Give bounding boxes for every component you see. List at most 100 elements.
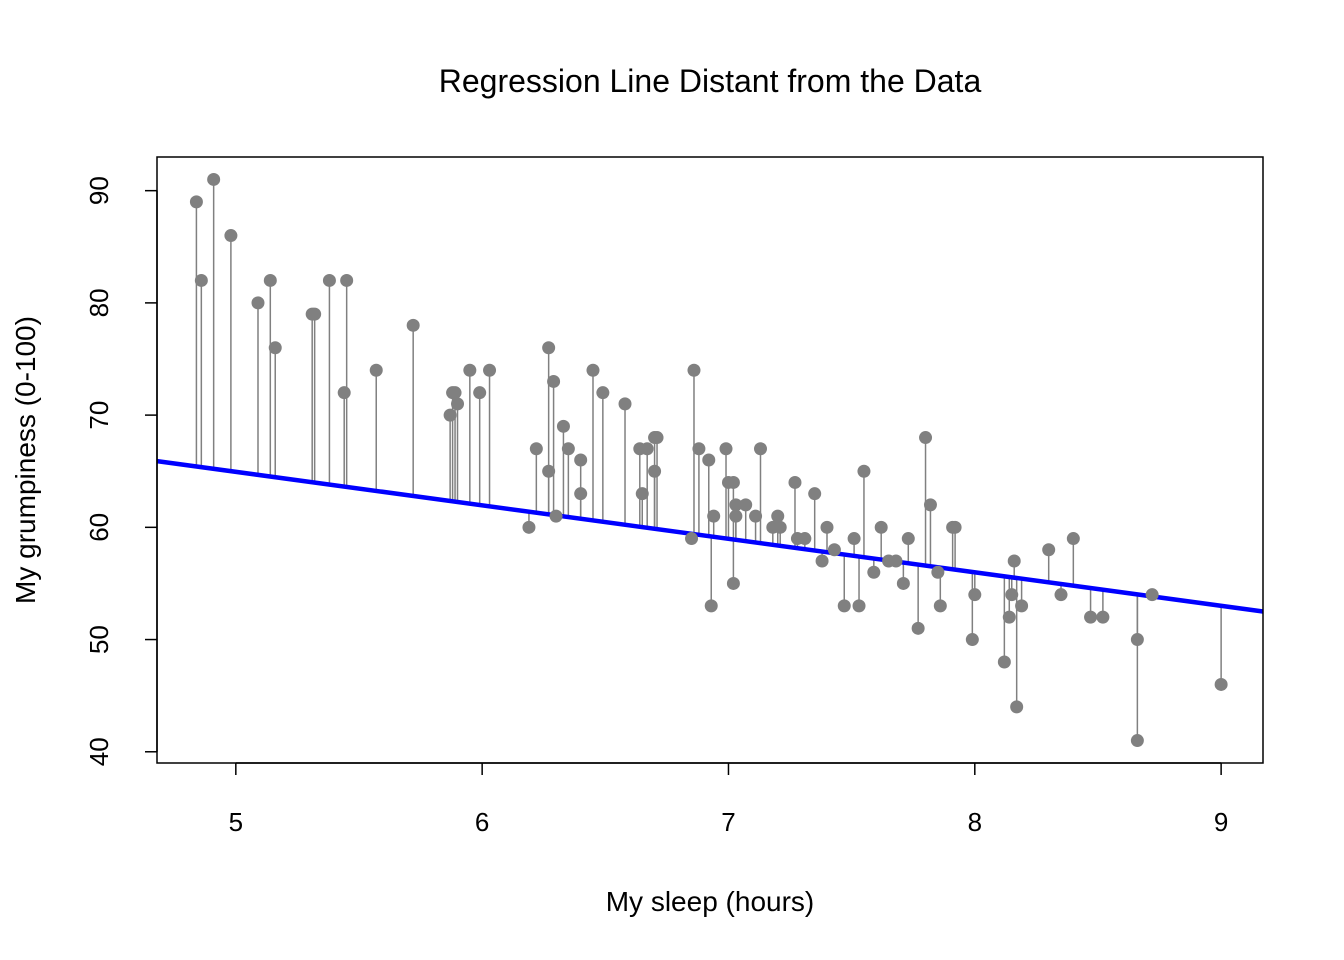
y-axis-label: My grumpiness (0-100) xyxy=(10,316,41,604)
y-tick-label: 50 xyxy=(84,625,114,654)
data-point xyxy=(451,397,465,411)
data-point xyxy=(1002,610,1016,624)
data-point xyxy=(337,386,351,400)
y-tick-label: 40 xyxy=(84,737,114,766)
data-point xyxy=(692,442,706,456)
data-point xyxy=(207,172,221,186)
data-point xyxy=(753,442,767,456)
data-point xyxy=(1130,633,1144,647)
data-point xyxy=(529,442,543,456)
data-point xyxy=(650,431,664,445)
data-point xyxy=(1145,588,1159,602)
x-tick-label: 9 xyxy=(1214,807,1228,837)
data-point xyxy=(808,487,822,501)
data-point xyxy=(586,363,600,377)
data-point xyxy=(618,397,632,411)
data-point xyxy=(648,464,662,478)
data-point xyxy=(815,554,829,568)
y-tick-label: 80 xyxy=(84,288,114,317)
data-point xyxy=(549,509,563,523)
data-point xyxy=(483,363,497,377)
data-point xyxy=(542,464,556,478)
x-tick-label: 8 xyxy=(968,807,982,837)
data-point xyxy=(919,431,933,445)
data-point xyxy=(574,453,588,467)
data-point xyxy=(837,599,851,613)
data-point xyxy=(729,509,743,523)
data-point xyxy=(773,520,787,534)
data-point xyxy=(463,363,477,377)
data-point xyxy=(798,532,812,546)
data-point xyxy=(542,341,556,355)
data-point xyxy=(322,273,336,287)
x-tick-label: 5 xyxy=(229,807,243,837)
data-point xyxy=(1005,588,1019,602)
data-point xyxy=(1015,599,1029,613)
data-point xyxy=(889,554,903,568)
data-point xyxy=(704,599,718,613)
x-tick-label: 7 xyxy=(721,807,735,837)
data-point xyxy=(635,487,649,501)
data-point xyxy=(596,386,610,400)
data-point xyxy=(933,599,947,613)
data-point xyxy=(1130,734,1144,748)
data-point xyxy=(443,408,457,422)
data-points xyxy=(189,172,1228,748)
data-point xyxy=(874,520,888,534)
data-point xyxy=(948,520,962,534)
data-point xyxy=(1084,610,1098,624)
data-point xyxy=(719,442,733,456)
data-point xyxy=(547,374,561,388)
data-point xyxy=(739,498,753,512)
residual-lines xyxy=(195,179,1222,741)
data-point xyxy=(726,475,740,489)
y-tick-label: 60 xyxy=(84,513,114,542)
data-point xyxy=(923,498,937,512)
data-point xyxy=(1214,677,1228,691)
data-point xyxy=(726,576,740,590)
data-point xyxy=(847,532,861,546)
data-point xyxy=(968,588,982,602)
data-point xyxy=(448,386,462,400)
data-point xyxy=(820,520,834,534)
data-point xyxy=(687,363,701,377)
chart-title: Regression Line Distant from the Data xyxy=(439,63,982,99)
data-point xyxy=(867,565,881,579)
data-point xyxy=(931,565,945,579)
x-tick-label: 6 xyxy=(475,807,489,837)
data-point xyxy=(857,464,871,478)
axes: 5 6 7 8 9 40 50 60 70 80 90 xyxy=(84,176,1228,837)
data-point xyxy=(707,509,721,523)
data-point xyxy=(729,498,743,512)
data-point xyxy=(561,442,575,456)
data-point xyxy=(997,655,1011,669)
data-point xyxy=(1096,610,1110,624)
data-point xyxy=(749,509,763,523)
x-axis-label: My sleep (hours) xyxy=(606,886,815,917)
data-point xyxy=(268,341,282,355)
data-point xyxy=(1042,543,1056,557)
data-point xyxy=(224,229,238,243)
data-point xyxy=(194,273,208,287)
data-point xyxy=(574,487,588,501)
regression-line xyxy=(156,458,1264,614)
data-point xyxy=(369,363,383,377)
data-point xyxy=(189,195,203,209)
data-point xyxy=(1054,588,1068,602)
data-point xyxy=(911,621,925,635)
data-point xyxy=(965,633,979,647)
y-tick-label: 70 xyxy=(84,401,114,430)
data-point xyxy=(788,475,802,489)
data-point xyxy=(473,386,487,400)
data-point xyxy=(702,453,716,467)
data-point xyxy=(1066,532,1080,546)
data-point xyxy=(263,273,277,287)
data-point xyxy=(251,296,265,310)
y-tick-label: 90 xyxy=(84,176,114,205)
data-point xyxy=(852,599,866,613)
data-point xyxy=(308,307,322,321)
data-point xyxy=(640,442,654,456)
data-point xyxy=(1010,700,1024,714)
data-point xyxy=(771,509,785,523)
